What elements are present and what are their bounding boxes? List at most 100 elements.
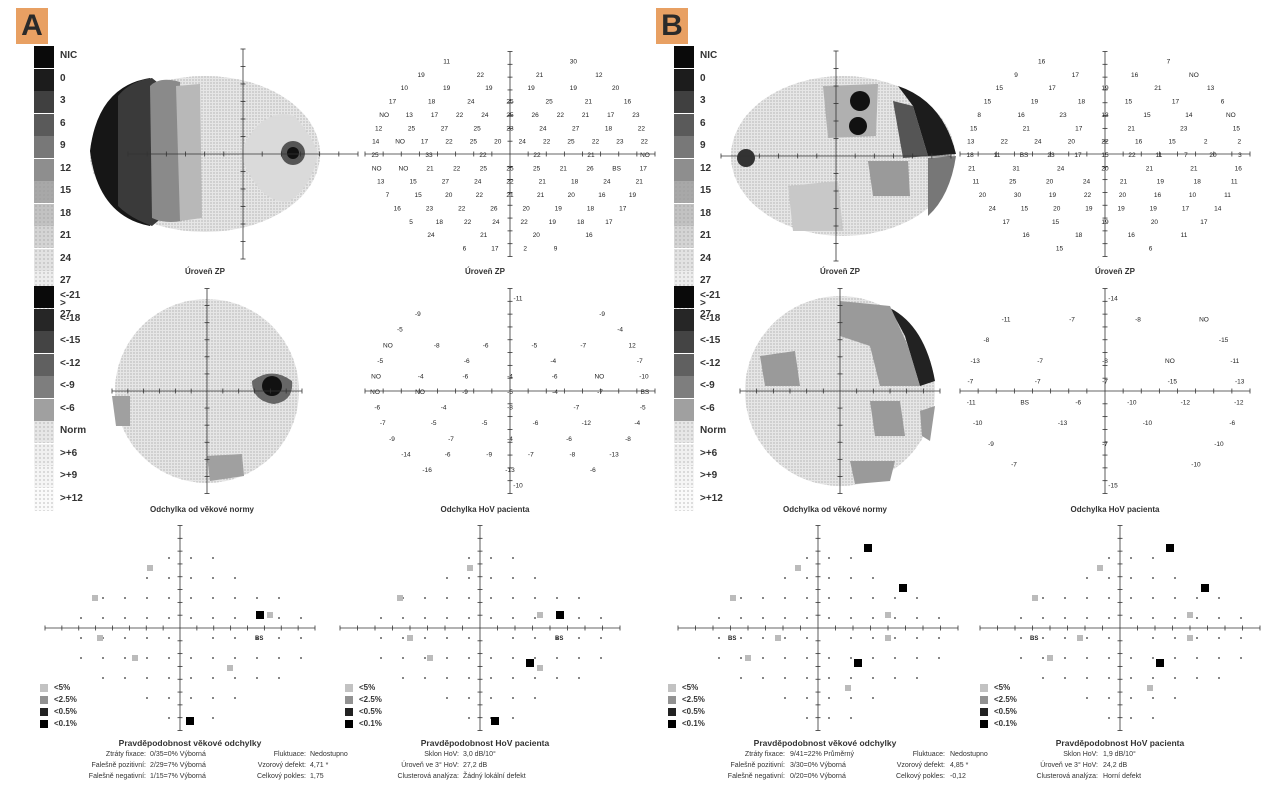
legend-swatch (34, 466, 54, 488)
deviation-gray-map-a (111, 288, 303, 494)
field-value: 24 (467, 99, 475, 106)
field-value: 24 (427, 232, 435, 239)
prob-point (850, 717, 852, 719)
legend-swatch (674, 68, 694, 91)
field-value: -6 (462, 373, 468, 380)
legend-label: 21 (700, 230, 712, 241)
prob-point (168, 617, 170, 619)
prob-point (718, 617, 720, 619)
field-value: -10 (1143, 420, 1153, 427)
prob-point (190, 617, 192, 619)
prob-point (1064, 597, 1066, 599)
field-value: -10 (1127, 399, 1137, 406)
prob-point (1196, 677, 1198, 679)
prob-mark-light (267, 612, 273, 618)
prob-mark-light (1187, 612, 1193, 618)
field-value: 16 (1128, 232, 1136, 239)
field-value: 21 (426, 165, 434, 172)
field-value: 21 (536, 72, 544, 79)
field-value: 11 (972, 179, 979, 186)
field-value: 21 (480, 232, 488, 239)
field-value: 25 (567, 139, 575, 146)
field-value: 26 (532, 112, 540, 119)
field-value: -4 (441, 405, 447, 412)
field-value: 22 (543, 139, 551, 146)
field-value: -4 (634, 420, 640, 427)
field-value: NO (371, 373, 381, 380)
field-value: 19 (443, 85, 451, 92)
stat-mid-labels: Fluktuace: (273, 751, 306, 758)
field-value: 19 (1101, 219, 1109, 226)
field-value: -10 (639, 373, 649, 380)
stat-right-labels: Sklon HoV: (1063, 751, 1098, 758)
legend-label: <-9 (60, 380, 75, 391)
field-value: 15 (1169, 139, 1177, 146)
legend-swatch (34, 91, 54, 113)
dense-defect-region (898, 86, 956, 156)
prob-point (850, 597, 852, 599)
prob-point (1086, 677, 1088, 679)
field-value: -4 (550, 358, 556, 365)
panel-b: B NIC 0 3 6 9 12 15 18 21 24 27 > 27 Úroveň ZP 16 7 9… (640, 0, 1277, 800)
field-value: 15 (1021, 205, 1029, 212)
mild-region (788, 181, 843, 231)
stat-left-values: 0/35=0% Výborná (150, 751, 206, 758)
prob-point (1042, 677, 1044, 679)
prob-mark-light (1077, 635, 1083, 641)
field-value: -13 (609, 451, 619, 458)
field-value: NO (415, 389, 425, 396)
prob-point (894, 657, 896, 659)
prob-point (1218, 677, 1220, 679)
field-value: 25 (408, 125, 416, 132)
field-value: BS (1020, 152, 1029, 159)
field-value: 24 (519, 139, 527, 146)
field-value: -6 (483, 342, 489, 349)
field-value: 16 (585, 232, 593, 239)
field-value: -5 (397, 327, 403, 334)
legend-swatch (674, 226, 694, 248)
prob-point (102, 657, 104, 659)
field-value: NO (640, 152, 650, 159)
prob-point (806, 657, 808, 659)
prob-point (1174, 657, 1176, 659)
prob-point (718, 657, 720, 659)
field-value: -5 (431, 420, 437, 427)
field-value: 13 (377, 179, 385, 186)
field-value: -12 (582, 420, 592, 427)
prob-point (490, 577, 492, 579)
prob-point (1240, 637, 1242, 639)
stat-mid-labels: Celkový pokles: (895, 773, 945, 780)
field-value: 22 (453, 165, 461, 172)
field-value: 25 (506, 99, 514, 106)
field-value: -12 (1234, 399, 1244, 406)
prob-point (1108, 717, 1110, 719)
stat-left-values: 3/30=0% Výborná (790, 762, 846, 769)
field-value: 25 (546, 99, 554, 106)
legend-label: 15 (60, 185, 72, 196)
prob-point (828, 557, 830, 559)
field-value: 20 (1209, 152, 1217, 159)
prob-point (938, 657, 940, 659)
prob-legend-swatch (345, 720, 353, 728)
defect-region (850, 461, 895, 484)
prob-point (784, 577, 786, 579)
field-value: 27 (442, 179, 450, 186)
field-value: -7 (1011, 462, 1017, 469)
field-value: 7 (1184, 152, 1188, 159)
prob-point (190, 677, 192, 679)
prob-point (850, 557, 852, 559)
prob-point (1042, 657, 1044, 659)
prob-point (490, 597, 492, 599)
prob-point (234, 597, 236, 599)
prob-point (212, 597, 214, 599)
stat-right-labels: Sklon HoV: (424, 751, 459, 758)
field-value: 6 (1149, 246, 1153, 253)
prob-point (512, 577, 514, 579)
prob-point (212, 577, 214, 579)
field-value: -6 (566, 436, 572, 443)
field-value: 22 (1084, 192, 1092, 199)
field-value: 22 (557, 112, 565, 119)
legend-swatch (34, 181, 54, 203)
prob-point (1108, 697, 1110, 699)
field-value: 19 (555, 205, 563, 212)
